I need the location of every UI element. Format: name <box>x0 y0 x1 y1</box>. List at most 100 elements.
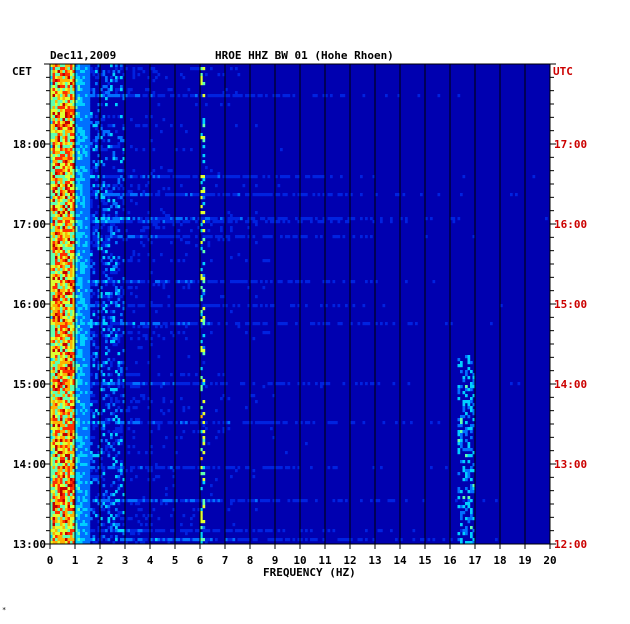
heatmap-cell <box>70 331 73 335</box>
heatmap-cell <box>305 499 308 503</box>
heatmap-cell <box>70 73 73 77</box>
heatmap-cell <box>72 265 76 269</box>
heatmap-cell <box>465 388 468 392</box>
heatmap-cell <box>155 421 158 425</box>
heatmap-cell <box>75 397 78 401</box>
heatmap-cell <box>70 472 73 476</box>
heatmap-cell <box>110 292 113 296</box>
heatmap-cell <box>132 304 136 308</box>
heatmap-cell <box>82 523 86 527</box>
heatmap-cell <box>82 139 86 143</box>
heatmap-cell <box>82 355 86 359</box>
heatmap-cell <box>55 475 58 479</box>
heatmap-cell <box>102 421 106 425</box>
heatmap-cell <box>52 466 56 470</box>
heatmap-cell <box>72 145 76 149</box>
heatmap-cell <box>60 466 63 470</box>
heatmap-cell <box>90 94 93 98</box>
heatmap-cell <box>60 196 63 200</box>
heatmap-cell <box>75 439 78 443</box>
heatmap-cell <box>345 499 348 503</box>
heatmap-cell <box>62 172 66 176</box>
heatmap-cell <box>75 115 78 119</box>
heatmap-cell <box>345 538 348 542</box>
heatmap-cell <box>160 217 163 221</box>
heatmap-cell <box>52 196 56 200</box>
heatmap-cell <box>77 85 81 89</box>
heatmap-cell <box>72 367 76 371</box>
heatmap-cell <box>57 415 61 419</box>
heatmap-cell <box>155 310 158 314</box>
heatmap-cell <box>102 280 106 284</box>
heatmap-cell <box>95 244 98 248</box>
heatmap-cell <box>50 397 53 401</box>
heatmap-cell <box>80 418 83 422</box>
heatmap-cell <box>162 445 166 449</box>
heatmap-cell <box>255 193 258 197</box>
heatmap-cell <box>62 367 66 371</box>
heatmap-cell <box>72 151 76 155</box>
heatmap-cell <box>120 409 123 413</box>
heatmap-cell <box>87 223 91 227</box>
heatmap-cell <box>117 442 121 446</box>
heatmap-cell <box>72 82 76 86</box>
heatmap-cell <box>67 469 71 473</box>
heatmap-cell <box>85 487 88 491</box>
heatmap-cell <box>55 376 58 380</box>
heatmap-cell <box>70 274 73 278</box>
heatmap-cell <box>72 292 76 296</box>
heatmap-cell <box>182 466 186 470</box>
heatmap-cell <box>62 193 66 197</box>
heatmap-cell <box>285 421 288 425</box>
heatmap-cell <box>465 502 468 506</box>
heatmap-cell <box>115 103 118 107</box>
heatmap-cell <box>72 97 76 101</box>
heatmap-cell <box>50 454 53 458</box>
heatmap-cell <box>97 514 101 518</box>
heatmap-cell <box>57 418 61 422</box>
heatmap-cell <box>75 118 78 122</box>
heatmap-cell <box>187 241 191 245</box>
heatmap-cell <box>50 169 53 173</box>
heatmap-cell <box>125 238 128 242</box>
heatmap-cell <box>400 538 403 542</box>
heatmap-cell <box>60 331 63 335</box>
heatmap-cell <box>467 460 471 464</box>
heatmap-cell <box>77 352 81 356</box>
heatmap-cell <box>132 94 136 98</box>
heatmap-cell <box>50 214 53 218</box>
heatmap-cell <box>52 424 56 428</box>
heatmap-cell <box>387 499 391 503</box>
heatmap-cell <box>197 304 201 308</box>
heatmap-cell <box>102 196 106 200</box>
heatmap-cell <box>85 424 88 428</box>
heatmap-cell <box>245 280 248 284</box>
heatmap-cell <box>322 382 326 386</box>
heatmap-cell <box>150 217 153 221</box>
heatmap-cell <box>87 73 91 77</box>
heatmap-cell <box>130 88 133 92</box>
heatmap-cell <box>87 403 91 407</box>
heatmap-cell <box>327 466 331 470</box>
heatmap-cell <box>62 409 66 413</box>
heatmap-cell <box>72 163 76 167</box>
heatmap-cell <box>102 301 106 305</box>
heatmap-cell <box>72 235 76 239</box>
heatmap-cell <box>72 94 76 98</box>
heatmap-cell <box>252 280 256 284</box>
heatmap-cell <box>50 280 53 284</box>
heatmap-cell <box>95 355 98 359</box>
heatmap-cell <box>115 460 118 464</box>
heatmap-cell <box>317 322 321 326</box>
heatmap-cell <box>72 412 76 416</box>
heatmap-cell <box>237 217 241 221</box>
heatmap-cell <box>137 337 141 341</box>
heatmap-cell <box>82 463 86 467</box>
heatmap-cell <box>237 235 241 239</box>
heatmap-cell <box>102 211 106 215</box>
heatmap-cell <box>202 349 206 353</box>
heatmap-cell <box>55 442 58 446</box>
heatmap-cell <box>105 337 108 341</box>
heatmap-cell <box>80 169 83 173</box>
heatmap-cell <box>117 502 121 506</box>
